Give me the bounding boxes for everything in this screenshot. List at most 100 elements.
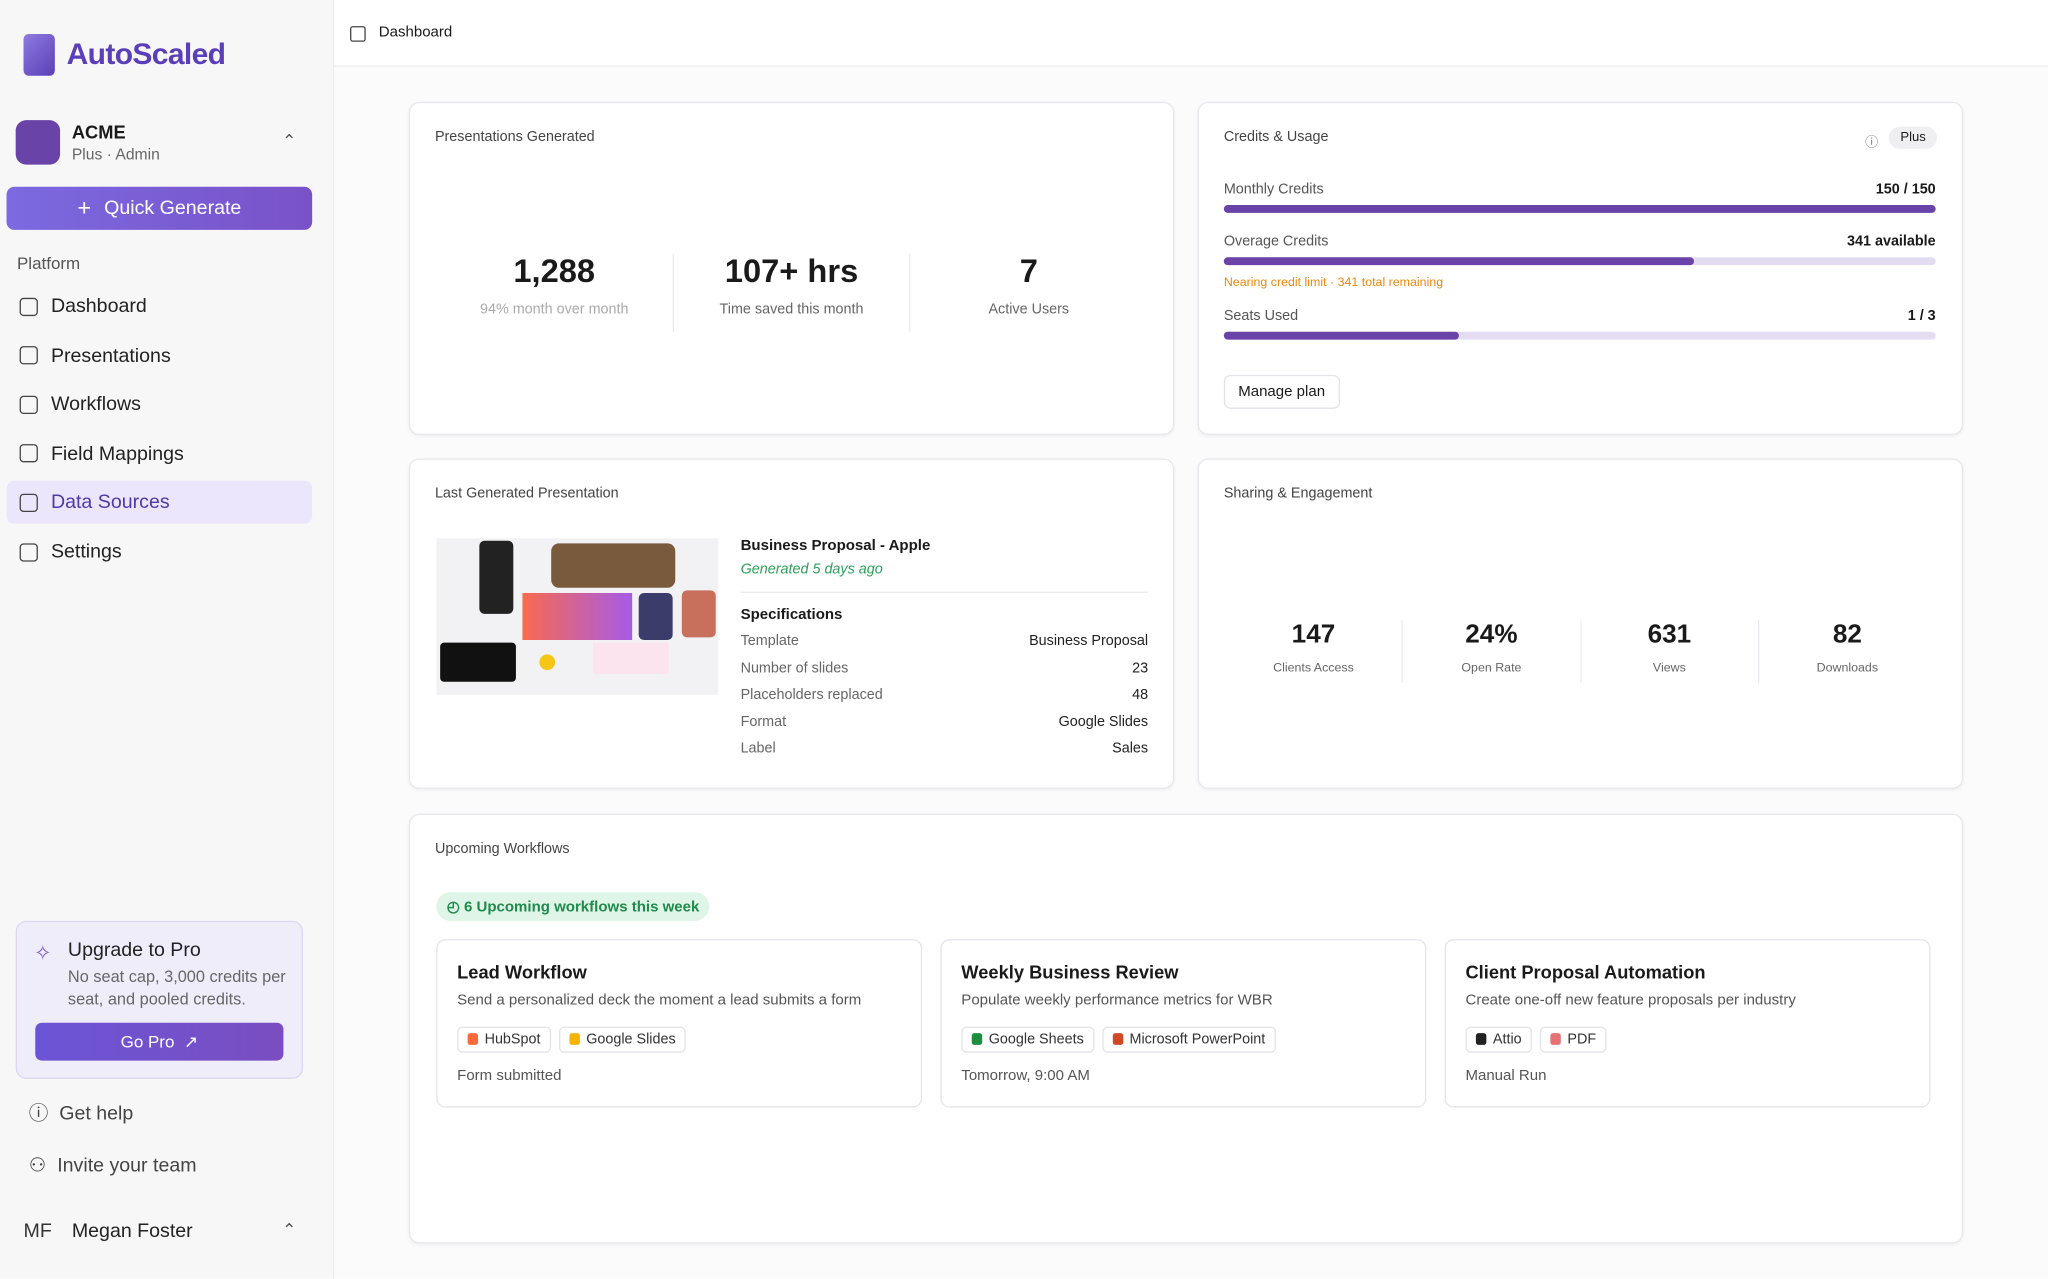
workflow-trigger: Tomorrow, 9:00 AM [961, 1068, 1090, 1085]
card-title: Credits & Usage [1223, 129, 1329, 145]
plan-badge: Plus [1888, 126, 1938, 149]
upgrade-title: Upgrade to Pro [67, 939, 201, 962]
generated-time: Generated 5 days ago [740, 561, 883, 578]
usage-value: 341 available [1846, 233, 1936, 250]
nav-label: Settings [50, 540, 122, 563]
last-presentation-card: Last Generated Presentation Business Pro… [408, 458, 1175, 789]
spec-row: Template Business Proposal [741, 633, 1149, 660]
tag-label: Attio [1492, 1031, 1522, 1048]
spec-value: 23 [1132, 660, 1149, 677]
thumb-tile [681, 590, 716, 638]
workflow-trigger: Form submitted [457, 1068, 562, 1085]
stat-label: 94% month over month [479, 301, 629, 318]
workflow-count-badge: ◴ 6 Upcoming workflows this week [436, 892, 710, 921]
nav-label: Data Sources [50, 491, 170, 514]
nav-icon [19, 542, 38, 561]
thumb-dot [539, 654, 556, 671]
workflow-tags: HubSpot Google Slides [457, 1026, 694, 1053]
workflow-name: Client Proposal Automation [1465, 961, 1706, 983]
card-title: Last Generated Presentation [434, 485, 619, 502]
presentations-card: Presentations Generated 1,288 94% month o… [408, 101, 1175, 435]
stat: 107+ hrs Time saved this month [674, 253, 911, 332]
card-title: Sharing & Engagement [1223, 485, 1373, 502]
workflow-desc: Send a personalized deck the moment a le… [457, 992, 862, 1009]
thumb-tile [479, 540, 514, 614]
header: Dashboard [334, 0, 2048, 67]
workflow-desc: Populate weekly performance metrics for … [961, 992, 1273, 1009]
spec-label: Format [740, 714, 787, 730]
card-title: Upcoming Workflows [434, 841, 570, 857]
thumb-tile [440, 642, 516, 682]
nav-item[interactable]: Data Sources [6, 481, 313, 525]
usage-fill [1223, 257, 1694, 266]
org-icon [15, 120, 61, 165]
stat-label: Downloads [1816, 660, 1879, 676]
sidebar-toggle[interactable] [350, 26, 366, 42]
org-plan: Plus · Admin [71, 144, 160, 164]
brand: AutoScaled [66, 36, 226, 71]
org-name[interactable]: ACME [71, 121, 126, 143]
manage-plan-button[interactable]: Manage plan [1223, 374, 1340, 409]
usage-bar [1223, 331, 1936, 340]
thumb-tile [638, 592, 673, 640]
card-title: Presentations Generated [434, 129, 595, 145]
spec-label: Label [740, 741, 776, 757]
nav-label: Presentations [50, 344, 171, 367]
tag-icon [971, 1033, 983, 1045]
stat-value: 1,288 [513, 253, 596, 290]
tag-label: Google Sheets [988, 1031, 1084, 1048]
spec-value: Sales [1112, 741, 1149, 757]
integration-tag: PDF [1539, 1026, 1607, 1053]
workflow-card[interactable]: Lead Workflow Send a personalized deck th… [436, 939, 923, 1108]
usage-bar [1223, 257, 1936, 266]
thumb-tile [522, 592, 633, 640]
nav-icon [19, 444, 38, 463]
integration-tag: Google Sheets [961, 1026, 1095, 1053]
logo [23, 33, 55, 76]
usage-row: Monthly Credits 150 / 150 [1223, 181, 1936, 213]
stat-value: 82 [1832, 620, 1862, 650]
spec-row: Placeholders replaced 48 [741, 687, 1149, 714]
tag-label: PDF [1567, 1031, 1597, 1048]
org-switch[interactable]: ⌃ [282, 130, 297, 151]
thumbnail [436, 538, 719, 695]
nav-item[interactable]: Workflows [7, 383, 313, 426]
stat: 82 Downloads [1759, 620, 1936, 683]
invite-link[interactable]: ⚇ Invite your team [28, 1154, 197, 1177]
integration-tag: Google Slides [558, 1026, 687, 1053]
help-label: Get help [59, 1102, 134, 1125]
nav-item[interactable]: Presentations [7, 334, 313, 377]
nav-icon [19, 297, 38, 316]
user-switch[interactable]: ⌃ [282, 1219, 297, 1240]
workflow-card[interactable]: Weekly Business Review Populate weekly pe… [940, 939, 1427, 1108]
help-link[interactable]: ⓘ Get help [28, 1102, 134, 1125]
spec-label: Number of slides [740, 660, 849, 677]
spec-value: 48 [1132, 687, 1149, 703]
breadcrumb: Dashboard [378, 24, 453, 41]
tag-icon [1550, 1033, 1561, 1045]
presentation-name[interactable]: Business Proposal - Apple [740, 538, 931, 554]
nav-item[interactable]: Dashboard [7, 285, 313, 328]
user-name[interactable]: Megan Foster [71, 1219, 193, 1243]
info-icon: ⓘ [1865, 135, 1879, 151]
workflow-card[interactable]: Client Proposal Automation Create one-off… [1444, 939, 1931, 1108]
stat: 24% Open Rate [1403, 620, 1582, 684]
credits-card: Credits & Usage ⓘ Plus Monthly Credits 15… [1197, 101, 1964, 435]
workflow-tags: Google Sheets Microsoft PowerPoint [961, 1026, 1283, 1053]
section-label: Platform [16, 253, 81, 273]
go-pro-button[interactable]: Go Pro ↗ [35, 1022, 284, 1061]
usage-value: 1 / 3 [1907, 308, 1936, 324]
nav-label: Field Mappings [50, 442, 184, 465]
usage-row: Overage Credits 341 available [1223, 233, 1936, 266]
stat-label: Time saved this month [719, 301, 864, 318]
nav-item[interactable]: Settings [7, 530, 313, 573]
workflow-tags: Attio PDF [1465, 1026, 1614, 1053]
stat-value: 631 [1647, 620, 1692, 650]
stat-value: 147 [1291, 620, 1336, 650]
usage-label: Monthly Credits [1223, 181, 1324, 198]
nav-item[interactable]: Field Mappings [7, 432, 313, 475]
quick-generate[interactable]: + Quick Generate [6, 186, 313, 230]
tag-icon [569, 1033, 580, 1045]
stat-value: 7 [1019, 253, 1038, 290]
go-pro-label: Go Pro [120, 1031, 175, 1052]
